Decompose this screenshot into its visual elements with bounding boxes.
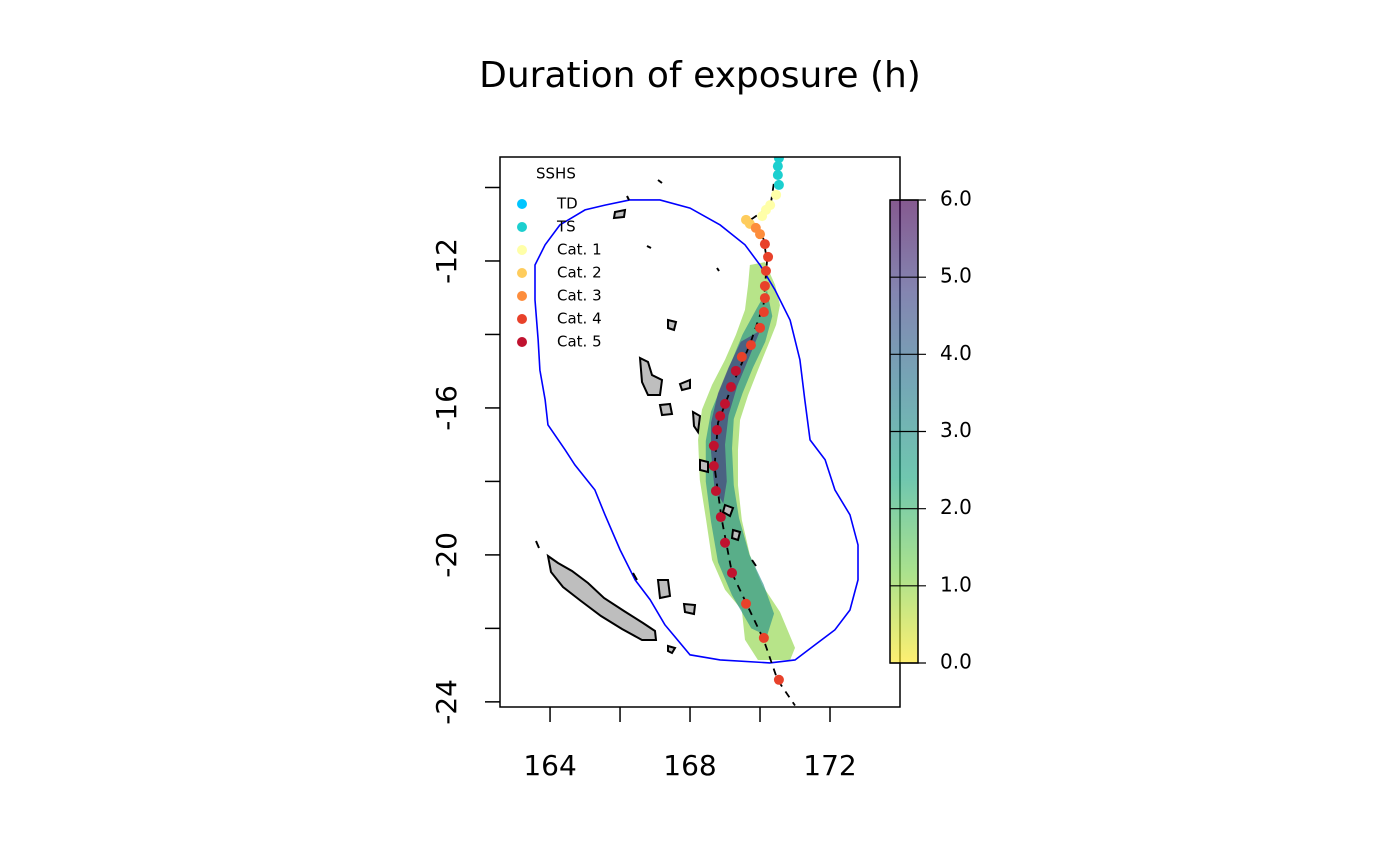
legend-label: Cat. 5 [557,333,602,351]
track-point [708,460,719,471]
colorbar-tick-label: 1.0 [940,572,972,596]
exposure-band [705,290,775,636]
track-point [760,265,771,276]
colorbar-tick-label: 0.0 [940,650,972,674]
legend-marker [517,245,527,255]
track-point [736,351,747,362]
legend-title: SSHS [536,165,576,183]
island [658,402,674,417]
track-point [708,440,719,451]
island [678,378,691,392]
land [535,179,757,655]
track-point [720,398,731,409]
track-point [773,179,784,190]
island [546,553,658,641]
legend-marker [517,268,527,278]
legend-label: Cat. 1 [557,241,602,259]
track-point [730,365,741,376]
map-layer [534,157,859,707]
x-tick-label: 172 [803,749,856,782]
island [535,179,757,581]
track-point [710,485,721,496]
legend-marker [517,199,527,209]
chart-title: Duration of exposure (h) [479,55,921,96]
island [730,528,742,542]
colorbar-tick-label: 2.0 [940,495,972,519]
track-point [773,674,784,685]
track-point [711,424,722,435]
legend-marker [517,314,527,324]
track-point [772,170,783,181]
legend-label: TS [556,218,576,236]
track-point [741,598,752,609]
colorbar-tick-label: 6.0 [940,187,972,211]
exposure-band [711,330,761,504]
track-point [715,411,726,422]
track-point [745,340,756,351]
legend-marker [517,222,527,232]
legend-label: Cat. 3 [557,287,602,305]
colorbar-tick-label: 3.0 [940,418,972,442]
track-point [755,322,766,333]
track-point [720,537,731,548]
track-point [763,251,774,262]
track-point [771,189,782,200]
y-tick-label: -12 [430,238,463,284]
y-tick-label: -16 [430,385,463,431]
island [667,318,678,332]
legend: SSHS TD TS Cat. 1 Cat. 2 Cat. 3 Cat. 4 Cat. 5 [517,165,602,351]
island [721,503,735,518]
y-tick-label: -24 [430,679,463,725]
track-point [757,211,768,222]
track-point [725,381,736,392]
track-point [759,239,770,250]
island [656,579,672,600]
legend-label: Cat. 4 [557,310,602,328]
island [691,410,702,435]
legend-label: Cat. 2 [557,264,602,282]
x-tick-label: 164 [523,749,576,782]
y-tick-label: -20 [430,532,463,578]
track-point [759,293,770,304]
legend-label: TD [556,195,578,213]
island [699,458,709,474]
legend-marker [517,291,527,301]
island [682,602,697,616]
island [612,208,627,220]
track-point [759,280,770,291]
track-point [755,229,766,240]
x-tick-label: 168 [663,749,716,782]
track-point [758,632,769,643]
legend-marker [517,337,527,347]
track-point [715,512,726,523]
track-point [758,307,769,318]
colorbar-tick-label: 5.0 [940,264,972,288]
exposure-boundary [534,199,859,664]
track-point [727,567,738,578]
island [667,644,677,655]
colorbar-tick-label: 4.0 [940,341,972,365]
island [638,356,664,396]
track-line [713,157,796,707]
track-point [772,161,783,172]
